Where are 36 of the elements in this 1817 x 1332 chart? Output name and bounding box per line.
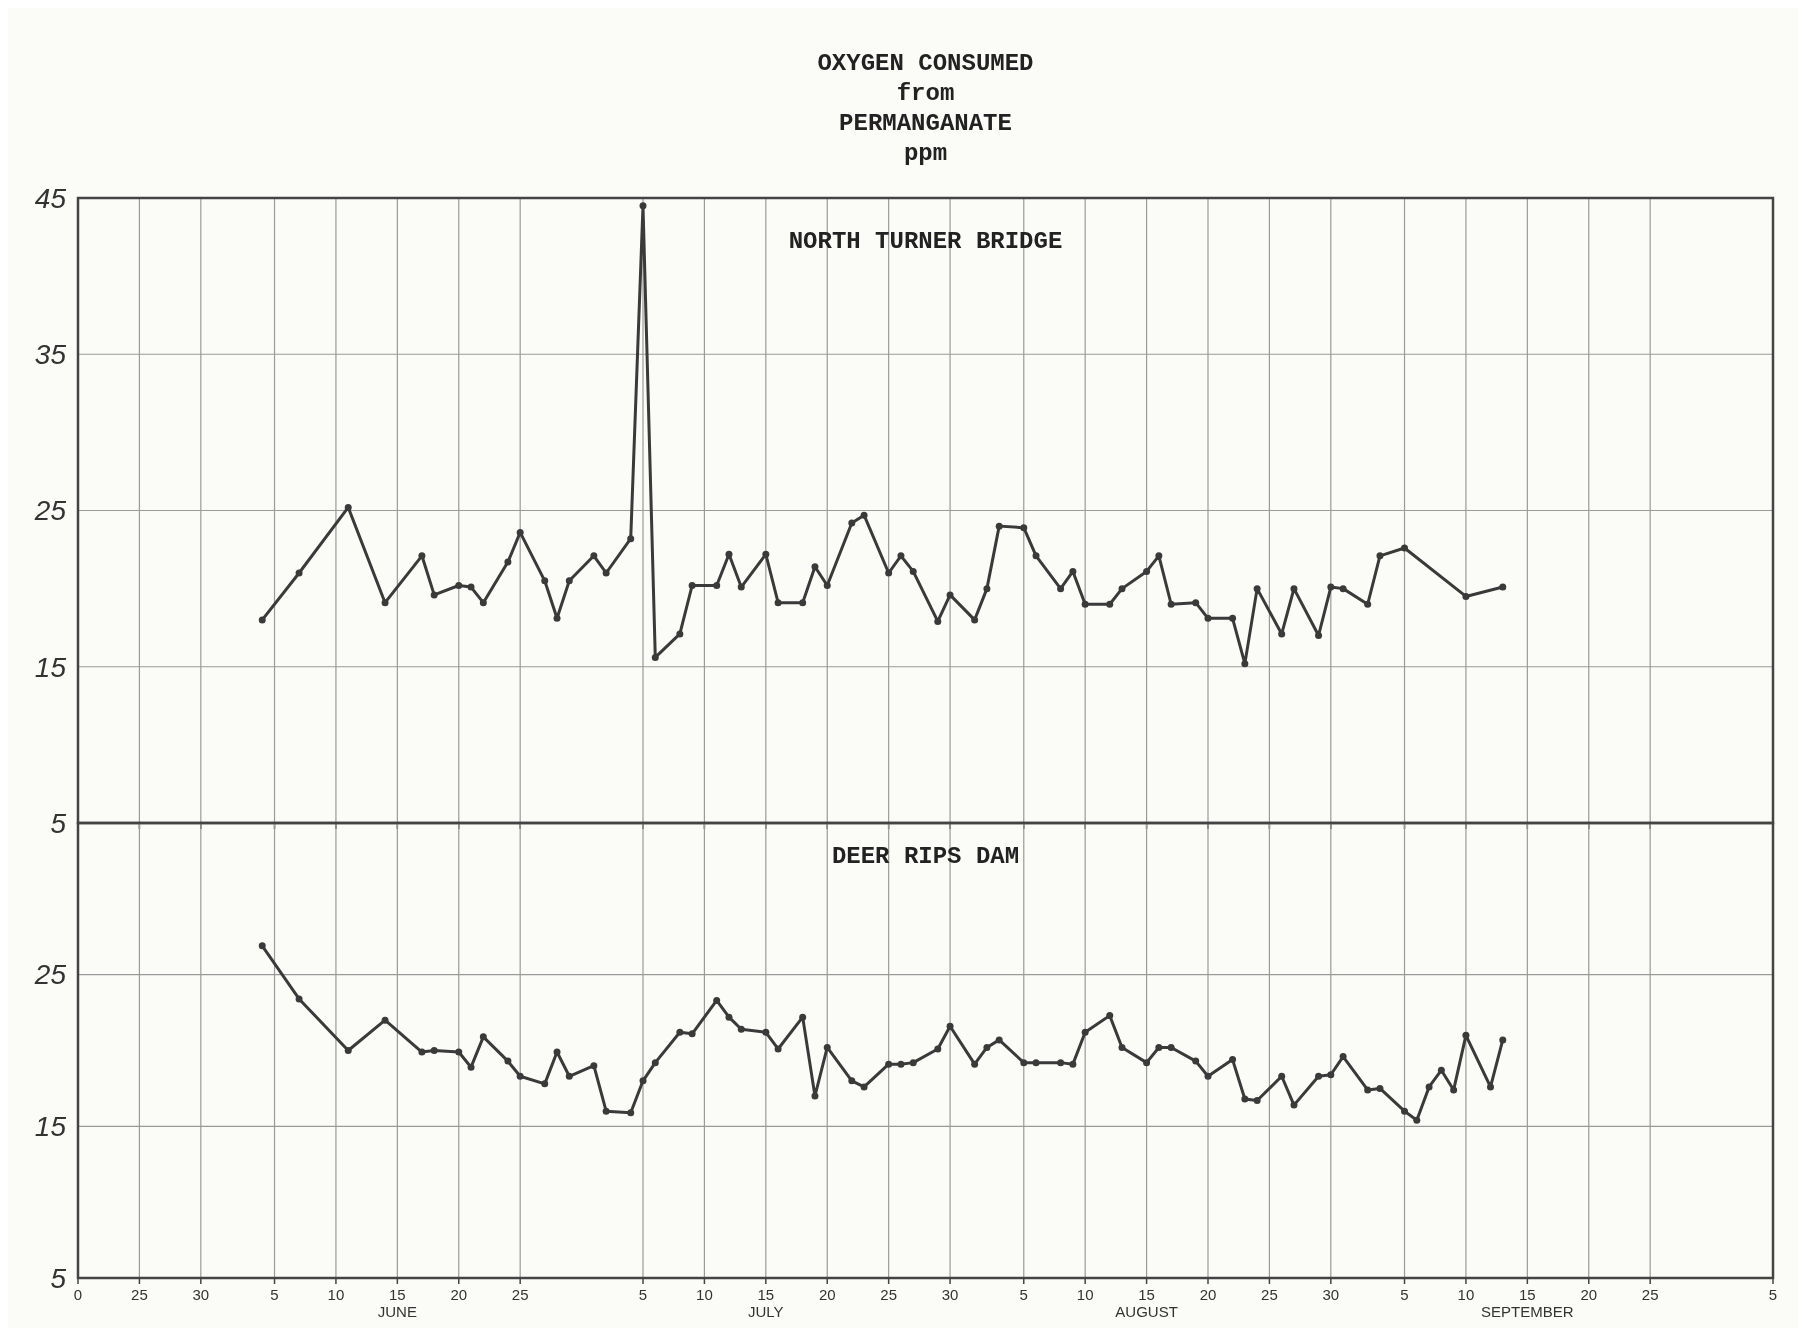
x-tick-label: 30: [941, 1286, 959, 1303]
x-tick-label: 5: [638, 1286, 648, 1303]
x-tick-label: 5: [1019, 1286, 1028, 1303]
x-tick-label: 10: [1457, 1286, 1475, 1303]
x-tick-label: 20: [1580, 1286, 1598, 1303]
x-tick-label: 5: [1768, 1286, 1778, 1303]
x-tick-label: 15 SEPTEMBER: [1481, 1286, 1574, 1320]
x-tick-label: 10: [327, 1286, 345, 1303]
y-tick-label: 45: [34, 182, 67, 214]
y-tick-label: 15: [34, 1111, 67, 1143]
chart-title: OXYGEN CONSUMED from PERMANGANATE ppm: [817, 50, 1034, 167]
x-tick-label: 30: [1322, 1286, 1340, 1303]
x-tick-label: 20: [818, 1286, 836, 1303]
x-tick-label: 15 JULY: [748, 1286, 784, 1320]
x-tick-label: 5: [270, 1286, 279, 1303]
x-tick-label: 25: [511, 1286, 529, 1303]
x-tick-label: 10: [696, 1286, 713, 1303]
x-tick-label: 25: [1261, 1286, 1278, 1303]
y-tick-label: 25: [33, 959, 67, 991]
x-tick-label: 30: [192, 1286, 210, 1303]
y-tick-label: 5: [50, 807, 67, 839]
x-tick-label: 15 JUNE: [377, 1286, 417, 1320]
y-tick-label: 35: [34, 339, 67, 371]
x-tick-label: 25: [880, 1286, 897, 1303]
x-tick-label: 5: [1400, 1286, 1409, 1303]
x-tick-label: 25: [1641, 1286, 1659, 1303]
text: DEER RIPS DAM: [831, 843, 1020, 870]
y-tick-label: 25: [33, 495, 67, 527]
text: NORTH TURNER BRIDGE: [788, 228, 1063, 255]
x-tick-label: 0: [73, 1286, 83, 1303]
x-tick-label: 25: [131, 1286, 148, 1303]
x-tick-label: 20: [1199, 1286, 1217, 1303]
y-tick-label: 15: [34, 651, 67, 683]
x-tick-label: 20: [450, 1286, 468, 1303]
x-tick-label: 10: [1076, 1286, 1094, 1303]
x-tick-label: 15 AUGUST: [1115, 1286, 1178, 1320]
